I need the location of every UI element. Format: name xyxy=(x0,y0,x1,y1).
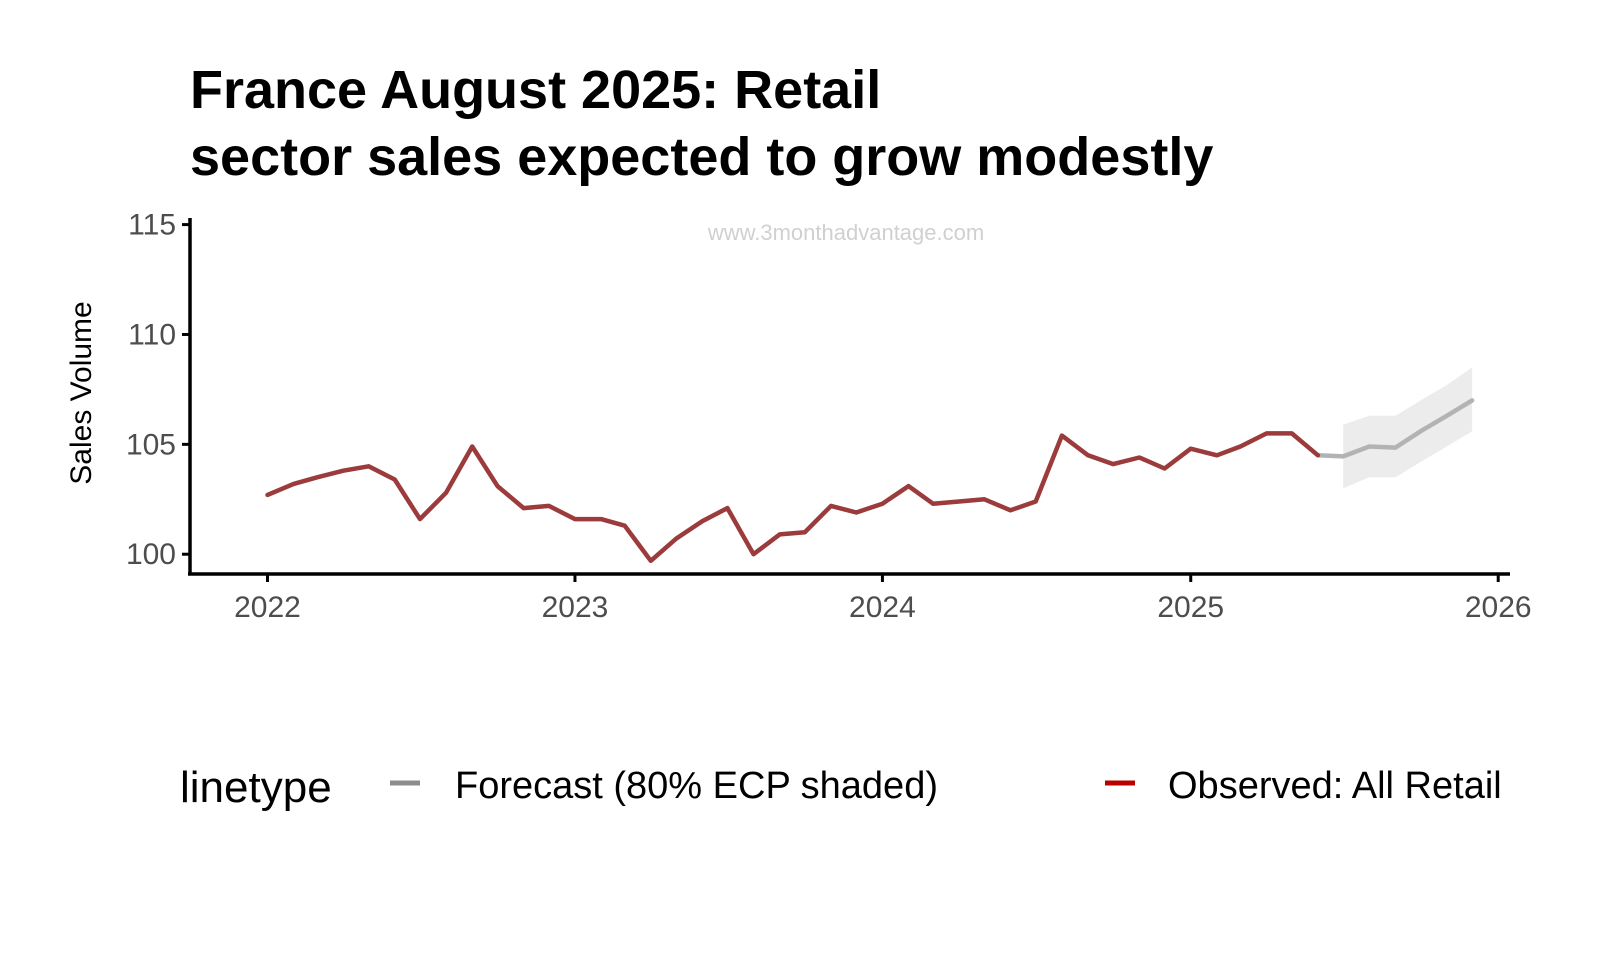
watermark: www.3monthadvantage.com xyxy=(707,220,984,245)
axis-ticks: 100 105 110 115 2022 2023 2024 2025 2026 xyxy=(126,209,1532,624)
y-tick-label: 100 xyxy=(126,538,176,571)
legend: linetype Forecast (80% ECP shaded) Obser… xyxy=(180,763,1502,812)
legend-title: linetype xyxy=(180,763,332,812)
y-tick-label: 115 xyxy=(128,209,176,242)
chart-title-line-1: France August 2025: Retail xyxy=(190,60,881,120)
forecast-band xyxy=(1343,367,1473,489)
x-tick-label: 2026 xyxy=(1465,591,1532,624)
chart-title-line-2: sector sales expected to grow modestly xyxy=(190,127,1213,187)
y-tick-label: 105 xyxy=(126,428,176,461)
y-tick-label: 110 xyxy=(128,318,176,351)
x-tick-label: 2022 xyxy=(234,591,301,624)
legend-label-forecast: Forecast (80% ECP shaded) xyxy=(455,765,938,807)
series-line-observed xyxy=(265,431,1321,564)
legend-label-observed: Observed: All Retail xyxy=(1168,765,1502,807)
x-tick-label: 2025 xyxy=(1157,591,1224,624)
plot-area xyxy=(265,367,1475,564)
x-tick-label: 2024 xyxy=(849,591,916,624)
series-line-forecast xyxy=(1315,398,1475,459)
x-tick-label: 2023 xyxy=(542,591,609,624)
y-axis-title: Sales Volume xyxy=(65,301,98,484)
